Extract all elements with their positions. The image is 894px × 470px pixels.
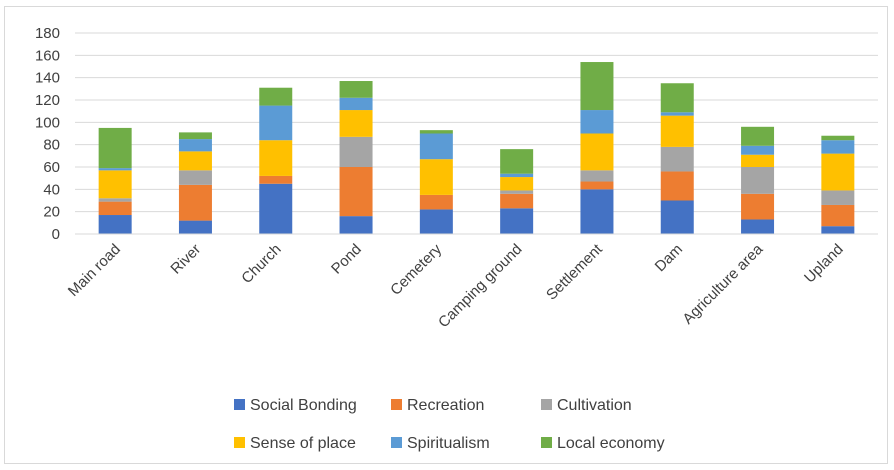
bar-segment <box>339 110 373 137</box>
legend-label: Local economy <box>557 435 665 452</box>
y-tick-label: 180 <box>35 25 60 42</box>
bar-segment <box>419 159 453 195</box>
bar-segment <box>178 139 212 152</box>
legend-swatch <box>234 437 245 448</box>
bar-segment <box>419 130 453 134</box>
bar-segment <box>98 201 132 216</box>
legend-swatch <box>391 437 402 448</box>
legend-swatch <box>391 399 402 410</box>
x-tick-label: Church <box>238 241 284 287</box>
y-tick-label: 120 <box>35 92 60 109</box>
bar-segment <box>419 194 453 210</box>
y-tick-label: 40 <box>43 181 60 198</box>
x-tick-label: Main road <box>65 241 124 300</box>
bar-segment <box>178 170 212 185</box>
bar-segment <box>98 170 132 199</box>
bar-segment <box>821 226 855 234</box>
bar-segment <box>741 154 775 167</box>
bar-segment <box>660 115 694 147</box>
x-tick-label: Cemetery <box>387 240 445 298</box>
bar-segment <box>259 105 293 141</box>
bar-segment <box>741 219 775 234</box>
bar-segment <box>500 193 534 209</box>
bar-segment <box>178 220 212 234</box>
bar-segment <box>660 112 694 116</box>
bar-segment <box>98 198 132 202</box>
bar-segment <box>500 208 534 234</box>
bar-segment <box>741 126 775 146</box>
y-tick-label: 80 <box>43 137 60 154</box>
legend-swatch <box>234 399 245 410</box>
bar-segment <box>741 145 775 155</box>
y-tick-label: 60 <box>43 159 60 176</box>
bar-segment <box>660 146 694 172</box>
bar-segment <box>98 127 132 169</box>
legend-label: Social Bonding <box>250 397 357 414</box>
bar-segment <box>339 97 373 111</box>
legend-label: Sense of place <box>250 435 356 452</box>
bar-segment <box>821 140 855 154</box>
bar-segment <box>580 133 614 171</box>
bar-segment <box>741 193 775 220</box>
bar-segment <box>500 190 534 194</box>
x-tick-label: Pond <box>328 241 365 278</box>
bar-segment <box>259 183 293 234</box>
bar-segment <box>339 81 373 98</box>
chart-frame <box>4 6 888 464</box>
x-tick-label: River <box>167 241 204 278</box>
bar-segment <box>741 167 775 194</box>
y-tick-label: 160 <box>35 47 60 64</box>
bar-segment <box>821 153 855 191</box>
bar-segment <box>821 190 855 205</box>
bar-segment <box>98 168 132 171</box>
x-tick-label: Agriculture area <box>679 240 766 327</box>
bar-segment <box>419 133 453 160</box>
x-tick-label: Settlement <box>543 240 606 303</box>
bar-segment <box>500 177 534 191</box>
legend-label: Cultivation <box>557 397 632 414</box>
bar-segment <box>660 200 694 234</box>
bar-segment <box>580 181 614 190</box>
bar-segment <box>580 170 614 182</box>
bar-segment <box>500 173 534 178</box>
legend-swatch <box>541 437 552 448</box>
bar-segment <box>580 110 614 134</box>
bar-segment <box>580 62 614 111</box>
bar-segment <box>580 189 614 234</box>
bar-segment <box>660 83 694 113</box>
legend-swatch <box>541 399 552 410</box>
bar-segment <box>98 215 132 234</box>
bar-segment <box>178 132 212 140</box>
bar-segment <box>339 136 373 167</box>
bar-segment <box>259 140 293 176</box>
bar-segment <box>259 175 293 184</box>
y-tick-label: 140 <box>35 70 60 87</box>
bar-segment <box>660 171 694 201</box>
bar-segment <box>500 149 534 174</box>
bar-segment <box>178 184 212 221</box>
bar-segment <box>259 87 293 106</box>
x-tick-label: Upland <box>801 241 847 287</box>
bar-segment <box>339 216 373 234</box>
bar-segment <box>821 204 855 227</box>
y-tick-label: 20 <box>43 204 60 221</box>
legend-label: Recreation <box>407 397 484 414</box>
bar-segment <box>178 151 212 171</box>
bar-segment <box>419 209 453 234</box>
y-tick-label: 0 <box>52 226 60 243</box>
bar-segment <box>821 135 855 141</box>
x-tick-label: Camping ground <box>435 241 525 331</box>
x-tick-label: Dam <box>652 241 686 275</box>
y-tick-label: 100 <box>35 114 60 131</box>
legend-label: Spiritualism <box>407 435 490 452</box>
bar-segment <box>339 167 373 217</box>
